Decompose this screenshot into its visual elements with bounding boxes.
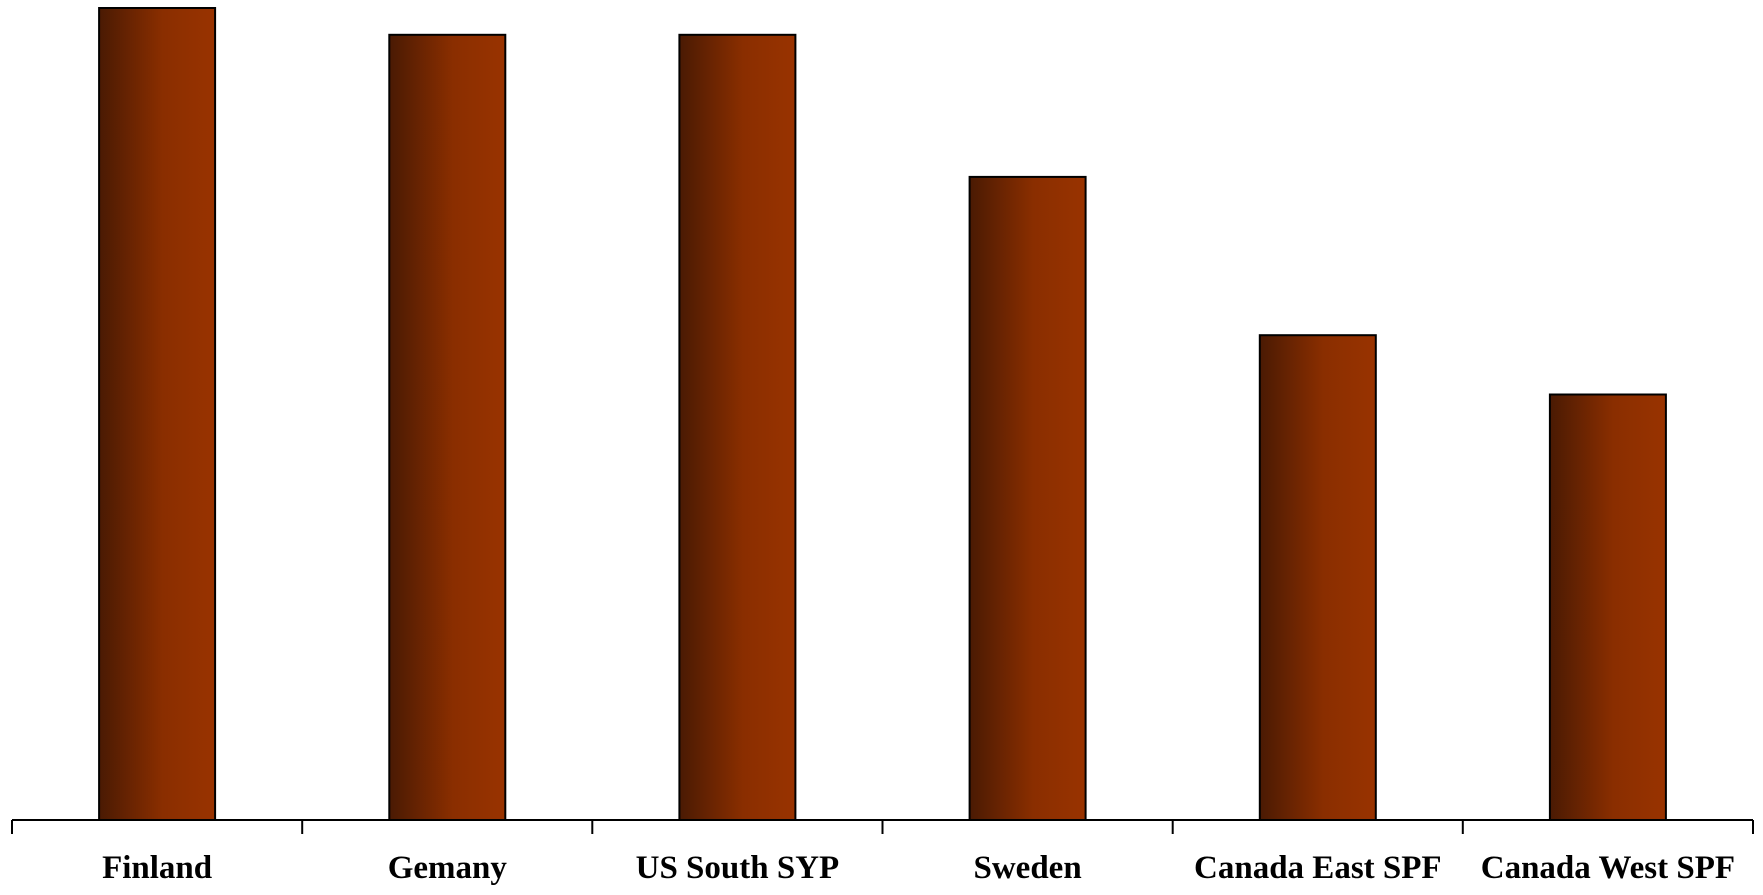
bar-gemany (388, 33, 507, 822)
x-tick-label: Canada West SPF (1481, 850, 1735, 886)
x-tick-label: Finland (102, 850, 212, 886)
x-tick-label: Gemany (388, 850, 508, 886)
bar-us-south-syp (678, 33, 797, 822)
bars-layer (98, 7, 1667, 822)
bar-canada-east-spf (1258, 334, 1377, 821)
bar-finland (98, 7, 217, 821)
x-tick-label: US South SYP (636, 850, 840, 886)
x-tick-label: Canada East SPF (1194, 850, 1442, 886)
bar-sweden (968, 175, 1087, 821)
x-axis (11, 819, 1754, 834)
x-tick-labels: Finland Gemany US South SYP Sweden Canada Ea… (102, 850, 1735, 886)
bar-canada-west-spf (1548, 393, 1667, 821)
x-tick-label: Sweden (974, 850, 1082, 886)
